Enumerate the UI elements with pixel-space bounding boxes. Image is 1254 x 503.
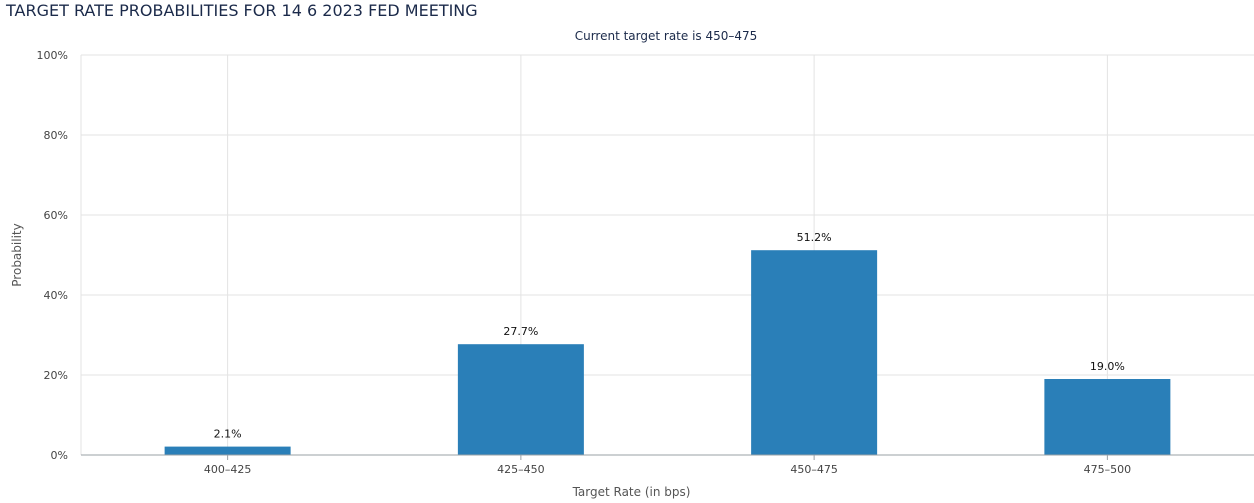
y-tick-label: 100% [37,49,68,62]
y-tick-label: 0% [51,449,68,462]
data-label: 2.1% [214,428,242,441]
data-label: 27.7% [503,325,538,338]
chart-title: TARGET RATE PROBABILITIES FOR 14 6 2023 … [6,1,478,20]
data-label: 51.2% [797,231,832,244]
y-tick-label: 80% [44,129,68,142]
x-tick-label: 475–500 [1084,463,1132,476]
y-tick-label: 20% [44,369,68,382]
x-axis-title: Target Rate (in bps) [572,485,691,499]
bar [751,250,878,455]
y-tick-label: 40% [44,289,68,302]
bar [457,344,584,455]
y-axis-title: Probability [10,223,24,286]
y-axis-ticks: 0% 20% 40% 60% 80% 100% [37,49,68,462]
bars [164,250,1171,455]
x-tick-label: 425–450 [497,463,545,476]
chart-subtitle: Current target rate is 450–475 [574,29,758,43]
x-tick-label: 450–475 [790,463,838,476]
data-labels: 2.1% 27.7% 51.2% 19.0% [214,231,1125,440]
data-label: 19.0% [1090,360,1125,373]
bar [1044,379,1171,455]
x-tick-label: 400–425 [204,463,252,476]
x-axis-ticks: 400–425 425–450 450–475 475–500 [81,454,1254,476]
y-tick-label: 60% [44,209,68,222]
bar [164,446,291,455]
